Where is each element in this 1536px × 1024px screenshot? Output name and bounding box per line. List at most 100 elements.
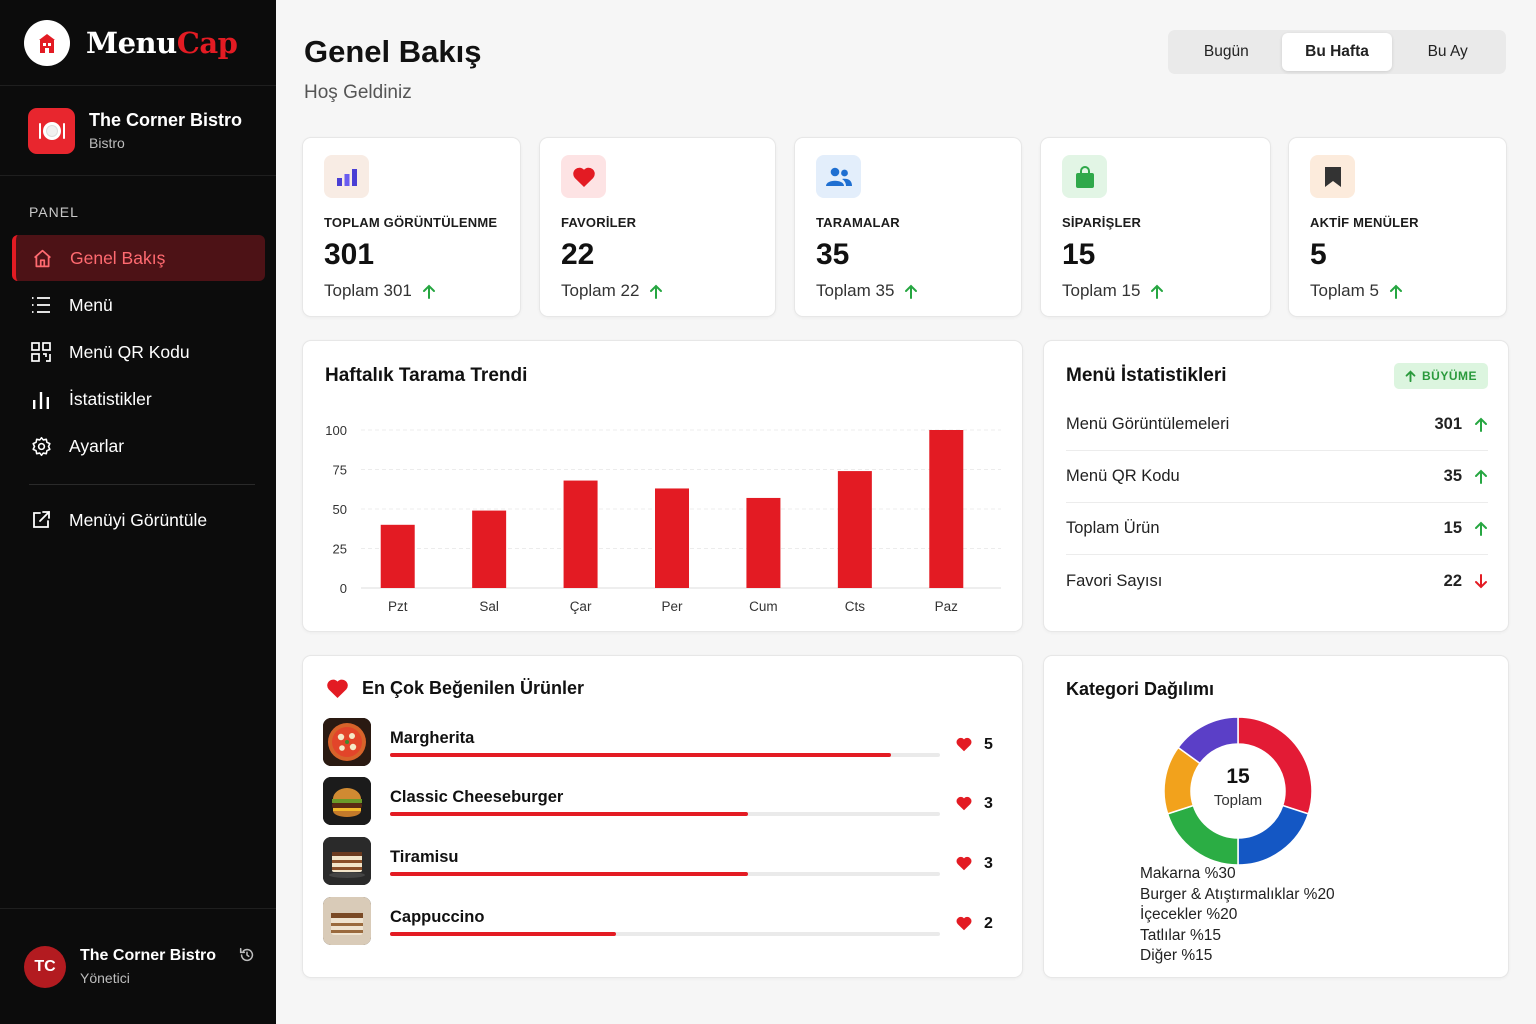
list-item[interactable]: Tiramisu 3 — [323, 837, 999, 887]
like-progress-fill — [390, 872, 748, 876]
like-progress-track — [390, 872, 940, 876]
period-week-button[interactable]: Bu Hafta — [1281, 33, 1393, 71]
category-distribution-card: Kategori Dağılımı 15 Toplam Makarna %30 … — [1043, 655, 1509, 978]
sidebar-item-qr-code[interactable]: Menü QR Kodu — [12, 329, 265, 375]
bookmark-icon — [1310, 155, 1355, 198]
business-switcher[interactable]: The Corner Bistro Bistro — [0, 86, 276, 176]
avatar: TC — [24, 945, 66, 988]
sidebar: MenuCap The Corner Bistro Bistro PANEL G… — [0, 0, 276, 1024]
heart-icon — [327, 679, 348, 698]
page-title: Genel Bakış — [304, 34, 482, 69]
stat-card-scans[interactable]: TARAMALAR 35 Toplam 35 — [794, 137, 1022, 317]
period-month-button[interactable]: Bu Ay — [1427, 43, 1468, 60]
growth-badge: BÜYÜME — [1394, 363, 1488, 389]
y-tick-label: 50 — [333, 502, 347, 517]
qr-code-icon — [30, 341, 52, 363]
weekly-bar-chart: 0 25 50 75 100 Pzt Sal Çar Per Cum Cts Paz — [325, 423, 1001, 614]
like-progress-track — [390, 932, 940, 936]
sidebar-item-settings[interactable]: Ayarlar — [12, 423, 265, 469]
stat-value: 15 — [1062, 238, 1096, 271]
sidebar-item-menu[interactable]: Menü — [12, 282, 265, 328]
stat-card-active-menus[interactable]: AKTİF MENÜLER 5 Toplam 5 — [1288, 137, 1507, 317]
list-item[interactable]: Margherita 5 — [323, 718, 999, 768]
brand-name: MenuCap — [86, 25, 238, 60]
list-item[interactable]: Cappuccino 2 — [323, 897, 999, 947]
top-liked-header: En Çok Beğenilen Ürünler — [325, 677, 584, 699]
sidebar-item-overview[interactable]: Genel Bakış — [12, 235, 265, 281]
cappuccino-image — [323, 897, 371, 945]
stat-label: TARAMALAR — [816, 215, 900, 230]
plate-icon — [28, 107, 75, 154]
period-selector: Bugün Bu Hafta Bu Ay — [1168, 30, 1506, 74]
list-item[interactable]: Classic Cheeseburger 3 — [323, 777, 999, 827]
menu-stat-row: Menü Görüntülemeleri 301 — [1066, 399, 1488, 451]
arrow-up-icon — [1151, 284, 1164, 299]
category-title: Kategori Dağılımı — [1066, 679, 1215, 699]
donut-slice — [1177, 716, 1239, 765]
bar-chart-icon — [324, 155, 369, 198]
x-tick-label: Per — [661, 599, 683, 614]
y-tick-label: 75 — [333, 463, 347, 478]
stat-label: SİPARİŞLER — [1062, 215, 1142, 230]
pizza-image — [323, 718, 371, 766]
top-liked-title: En Çok Beğenilen Ürünler — [362, 677, 585, 698]
donut-center-label: Toplam — [1213, 792, 1263, 809]
x-tick-label: Cts — [845, 599, 866, 614]
heart-icon — [956, 737, 972, 752]
heart-icon — [956, 796, 972, 811]
sidebar-item-label: Menüyi Görüntüle — [69, 509, 208, 530]
bar-Per — [655, 488, 689, 588]
arrow-up-icon — [1475, 521, 1487, 536]
burger-image — [323, 777, 371, 825]
home-icon — [31, 247, 53, 269]
stat-card-orders[interactable]: SİPARİŞLER 15 Toplam 15 — [1040, 137, 1271, 317]
menu-stat-row: Menü QR Kodu 35 — [1066, 451, 1488, 503]
refresh-icon[interactable] — [238, 946, 256, 969]
gear-icon — [30, 435, 52, 457]
user-profile[interactable]: TC The Corner Bistro Yönetici — [0, 908, 276, 1024]
sidebar-divider — [29, 484, 255, 485]
bar-Cts — [837, 471, 872, 588]
like-progress-fill — [390, 753, 891, 757]
like-count: 5 — [984, 736, 993, 753]
view-menu-link[interactable]: Menüyi Görüntüle — [12, 497, 265, 543]
stat-total: Toplam 301 — [324, 281, 436, 301]
donut-slice — [1237, 804, 1310, 866]
arrow-up-icon — [1475, 469, 1487, 484]
arrow-up-icon — [1475, 417, 1487, 432]
weekly-scan-chart-card: Haftalık Tarama Trendi 0 25 50 75 100 Pzt Sal Ç… — [302, 340, 1023, 632]
bar-chart-icon — [30, 388, 52, 410]
stat-card-views[interactable]: TOPLAM GÖRÜNTÜLENME 301 Toplam 301 — [302, 137, 521, 317]
chart-title: Haftalık Tarama Trendi — [325, 365, 528, 386]
sidebar-item-label: Ayarlar — [69, 435, 125, 456]
donut-center-value: 15 — [1226, 765, 1250, 788]
like-progress-fill — [390, 812, 748, 816]
bar-Cum — [746, 497, 781, 588]
heart-icon — [956, 916, 972, 931]
stat-card-favorites[interactable]: FAVORİLER 22 Toplam 22 — [539, 137, 776, 317]
like-progress-track — [390, 753, 940, 757]
arrow-up-icon — [650, 284, 663, 299]
like-progress-fill — [390, 932, 616, 936]
list-icon — [30, 294, 52, 316]
x-tick-label: Sal — [479, 599, 499, 614]
user-name: The Corner Bistro — [80, 947, 217, 964]
stat-label: FAVORİLER — [561, 215, 637, 230]
product-name: Classic Cheeseburger — [390, 788, 564, 806]
sidebar-nav: Genel Bakış Menü Menü QR Kodu İstatistik… — [12, 235, 265, 470]
product-name: Tiramisu — [390, 848, 459, 866]
stat-total: Toplam 35 — [816, 281, 918, 301]
tiramisu-image — [323, 837, 371, 885]
legend-item: İçecekler %20 — [1140, 906, 1238, 923]
period-today-button[interactable]: Bugün — [1203, 43, 1249, 60]
legend-item: Makarna %30 — [1140, 865, 1236, 882]
like-count: 3 — [984, 795, 993, 812]
menu-stats-card: Menü İstatistikleri BÜYÜME Menü Görüntül… — [1043, 340, 1509, 632]
page-subtitle: Hoş Geldiniz — [304, 82, 412, 103]
arrow-up-icon — [1389, 284, 1402, 299]
brand-logo[interactable]: MenuCap — [0, 0, 276, 86]
stat-value: 35 — [816, 238, 850, 271]
x-tick-label: Paz — [935, 599, 959, 614]
stat-total: Toplam 5 — [1310, 281, 1403, 301]
sidebar-item-statistics[interactable]: İstatistikler — [12, 376, 265, 422]
